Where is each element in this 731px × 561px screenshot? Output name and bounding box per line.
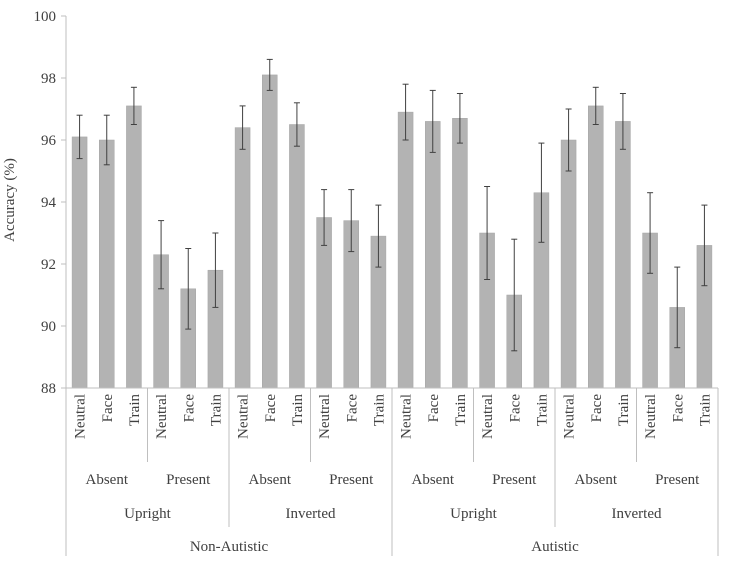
y-axis-title: Accuracy (%) — [2, 158, 18, 242]
category-label: Train — [127, 394, 143, 426]
category-label: Face — [426, 394, 442, 423]
category-label: Face — [670, 394, 686, 423]
y-tick-label: 98 — [41, 71, 56, 87]
category-label: Neutral — [236, 394, 252, 439]
bar — [425, 121, 441, 389]
category-label: Face — [181, 394, 197, 423]
category-label: Neutral — [480, 394, 496, 439]
group-level-1-label: Present — [655, 472, 700, 488]
bar — [71, 136, 88, 389]
bar — [289, 124, 305, 389]
group-level-3-label: Non-Autistic — [190, 539, 269, 555]
category-label: Train — [453, 394, 469, 426]
y-tick-label: 90 — [41, 319, 56, 335]
category-label: Neutral — [643, 394, 659, 439]
category-label: Neutral — [562, 394, 578, 439]
x-axis: Neutral Face Train Neutral Face Train Neutral F… — [65, 387, 719, 556]
group-level-3-label: Autistic — [531, 539, 579, 555]
y-tick-label: 100 — [34, 9, 57, 25]
group-level-1-label: Absent — [249, 472, 292, 488]
category-label: Face — [344, 394, 360, 423]
y-tick-label: 94 — [41, 195, 57, 211]
group-level-1-label: Absent — [86, 472, 129, 488]
group-level-2-label: Inverted — [286, 506, 336, 522]
group-level-1-label: Present — [492, 472, 537, 488]
category-label: Face — [589, 394, 605, 423]
category-label: Neutral — [317, 394, 333, 439]
group-level-1-label: Present — [166, 472, 211, 488]
error-bars-layer — [76, 58, 708, 352]
category-label: Train — [616, 394, 632, 426]
category-label: Train — [697, 394, 713, 426]
category-label: Train — [290, 394, 306, 426]
category-label: Neutral — [73, 394, 89, 439]
y-tick-label: 92 — [41, 257, 56, 273]
bar — [560, 139, 577, 389]
category-label: Neutral — [399, 394, 415, 439]
bar — [397, 111, 414, 389]
bar — [262, 74, 278, 389]
bar — [126, 105, 142, 389]
bar — [588, 105, 604, 389]
y-tick-label: 88 — [41, 381, 56, 397]
bar — [452, 118, 468, 389]
category-label: Neutral — [154, 394, 170, 439]
group-level-1-label: Absent — [575, 472, 618, 488]
category-label: Face — [507, 394, 523, 423]
group-level-2-label: Inverted — [612, 506, 662, 522]
category-label: Train — [371, 394, 387, 426]
group-level-2-label: Upright — [124, 506, 171, 522]
category-label: Train — [208, 394, 224, 426]
bar — [615, 121, 631, 389]
bars-layer — [71, 74, 713, 389]
y-axis: 88 90 92 94 96 98 100 — [34, 9, 67, 397]
category-label: Train — [534, 394, 550, 426]
bar — [234, 127, 251, 389]
group-level-1-label: Present — [329, 472, 374, 488]
category-label: Face — [263, 394, 279, 423]
group-level-2-label: Upright — [450, 506, 497, 522]
group-level-1-label: Absent — [412, 472, 455, 488]
bar — [99, 139, 115, 389]
y-tick-label: 96 — [41, 133, 57, 149]
category-label: Face — [100, 394, 116, 423]
